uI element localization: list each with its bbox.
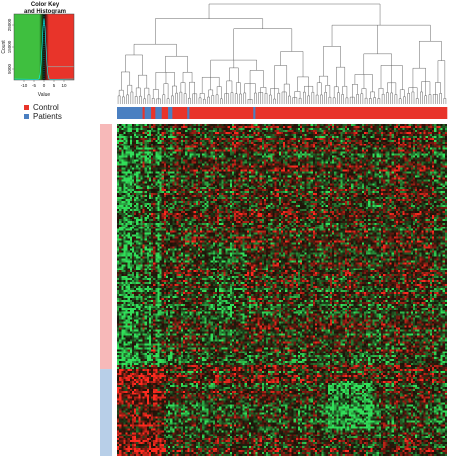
color-key-ylabel: Count — [1, 40, 7, 54]
color-key-y-tick-label: 25000 — [7, 18, 12, 31]
color-key-x-tick-label: -5 — [32, 83, 36, 88]
row-cluster-2 — [100, 369, 112, 456]
color-key-x-ticks: -10 -5 0 5 10 — [21, 80, 67, 88]
column-group-control — [255, 107, 448, 119]
column-group-patients — [253, 107, 256, 119]
color-key-x-tick-label: 5 — [53, 83, 56, 88]
column-group-control — [172, 107, 188, 119]
column-group-control — [151, 107, 156, 119]
color-key-subtitle: and Histogram — [24, 9, 66, 15]
legend-label-patients: Patients — [33, 112, 62, 121]
column-group-patients — [168, 107, 173, 119]
color-key-x-tick-label: 0 — [43, 83, 46, 88]
color-key: Color Key and Histogram -10 -5 0 5 10 5000 15… — [1, 2, 75, 98]
column-annotation-bar — [117, 107, 448, 119]
legend-swatch-control — [24, 105, 29, 110]
legend-swatch-patients — [24, 114, 29, 119]
column-group-patients — [155, 107, 163, 119]
color-key-xlabel: Value — [38, 92, 51, 98]
color-key-y-tick-label: 15000 — [7, 40, 12, 53]
color-key-histogram — [13, 14, 75, 80]
color-key-y-tick-label: 5000 — [7, 63, 12, 74]
row-annotation-bar — [100, 124, 112, 456]
legend-label-control: Control — [33, 103, 59, 112]
column-group-control — [189, 107, 254, 119]
legend: Control Patients — [24, 103, 62, 121]
column-group-control — [142, 107, 145, 119]
color-key-x-tick-label: -10 — [21, 83, 28, 88]
heatmap-body — [117, 124, 447, 456]
heatmap-cells — [117, 124, 447, 456]
column-group-control — [161, 107, 169, 119]
color-key-x-tick-label: 10 — [61, 83, 67, 88]
color-key-title: Color Key — [31, 2, 60, 8]
column-group-patients — [187, 107, 190, 119]
dendrogram-branches — [117, 3, 447, 104]
color-key-y-ticks: 5000 15000 25000 — [7, 18, 14, 74]
column-group-patients — [117, 107, 143, 119]
column-dendrogram — [117, 3, 447, 104]
row-cluster-1 — [100, 124, 112, 370]
column-group-patients — [144, 107, 152, 119]
